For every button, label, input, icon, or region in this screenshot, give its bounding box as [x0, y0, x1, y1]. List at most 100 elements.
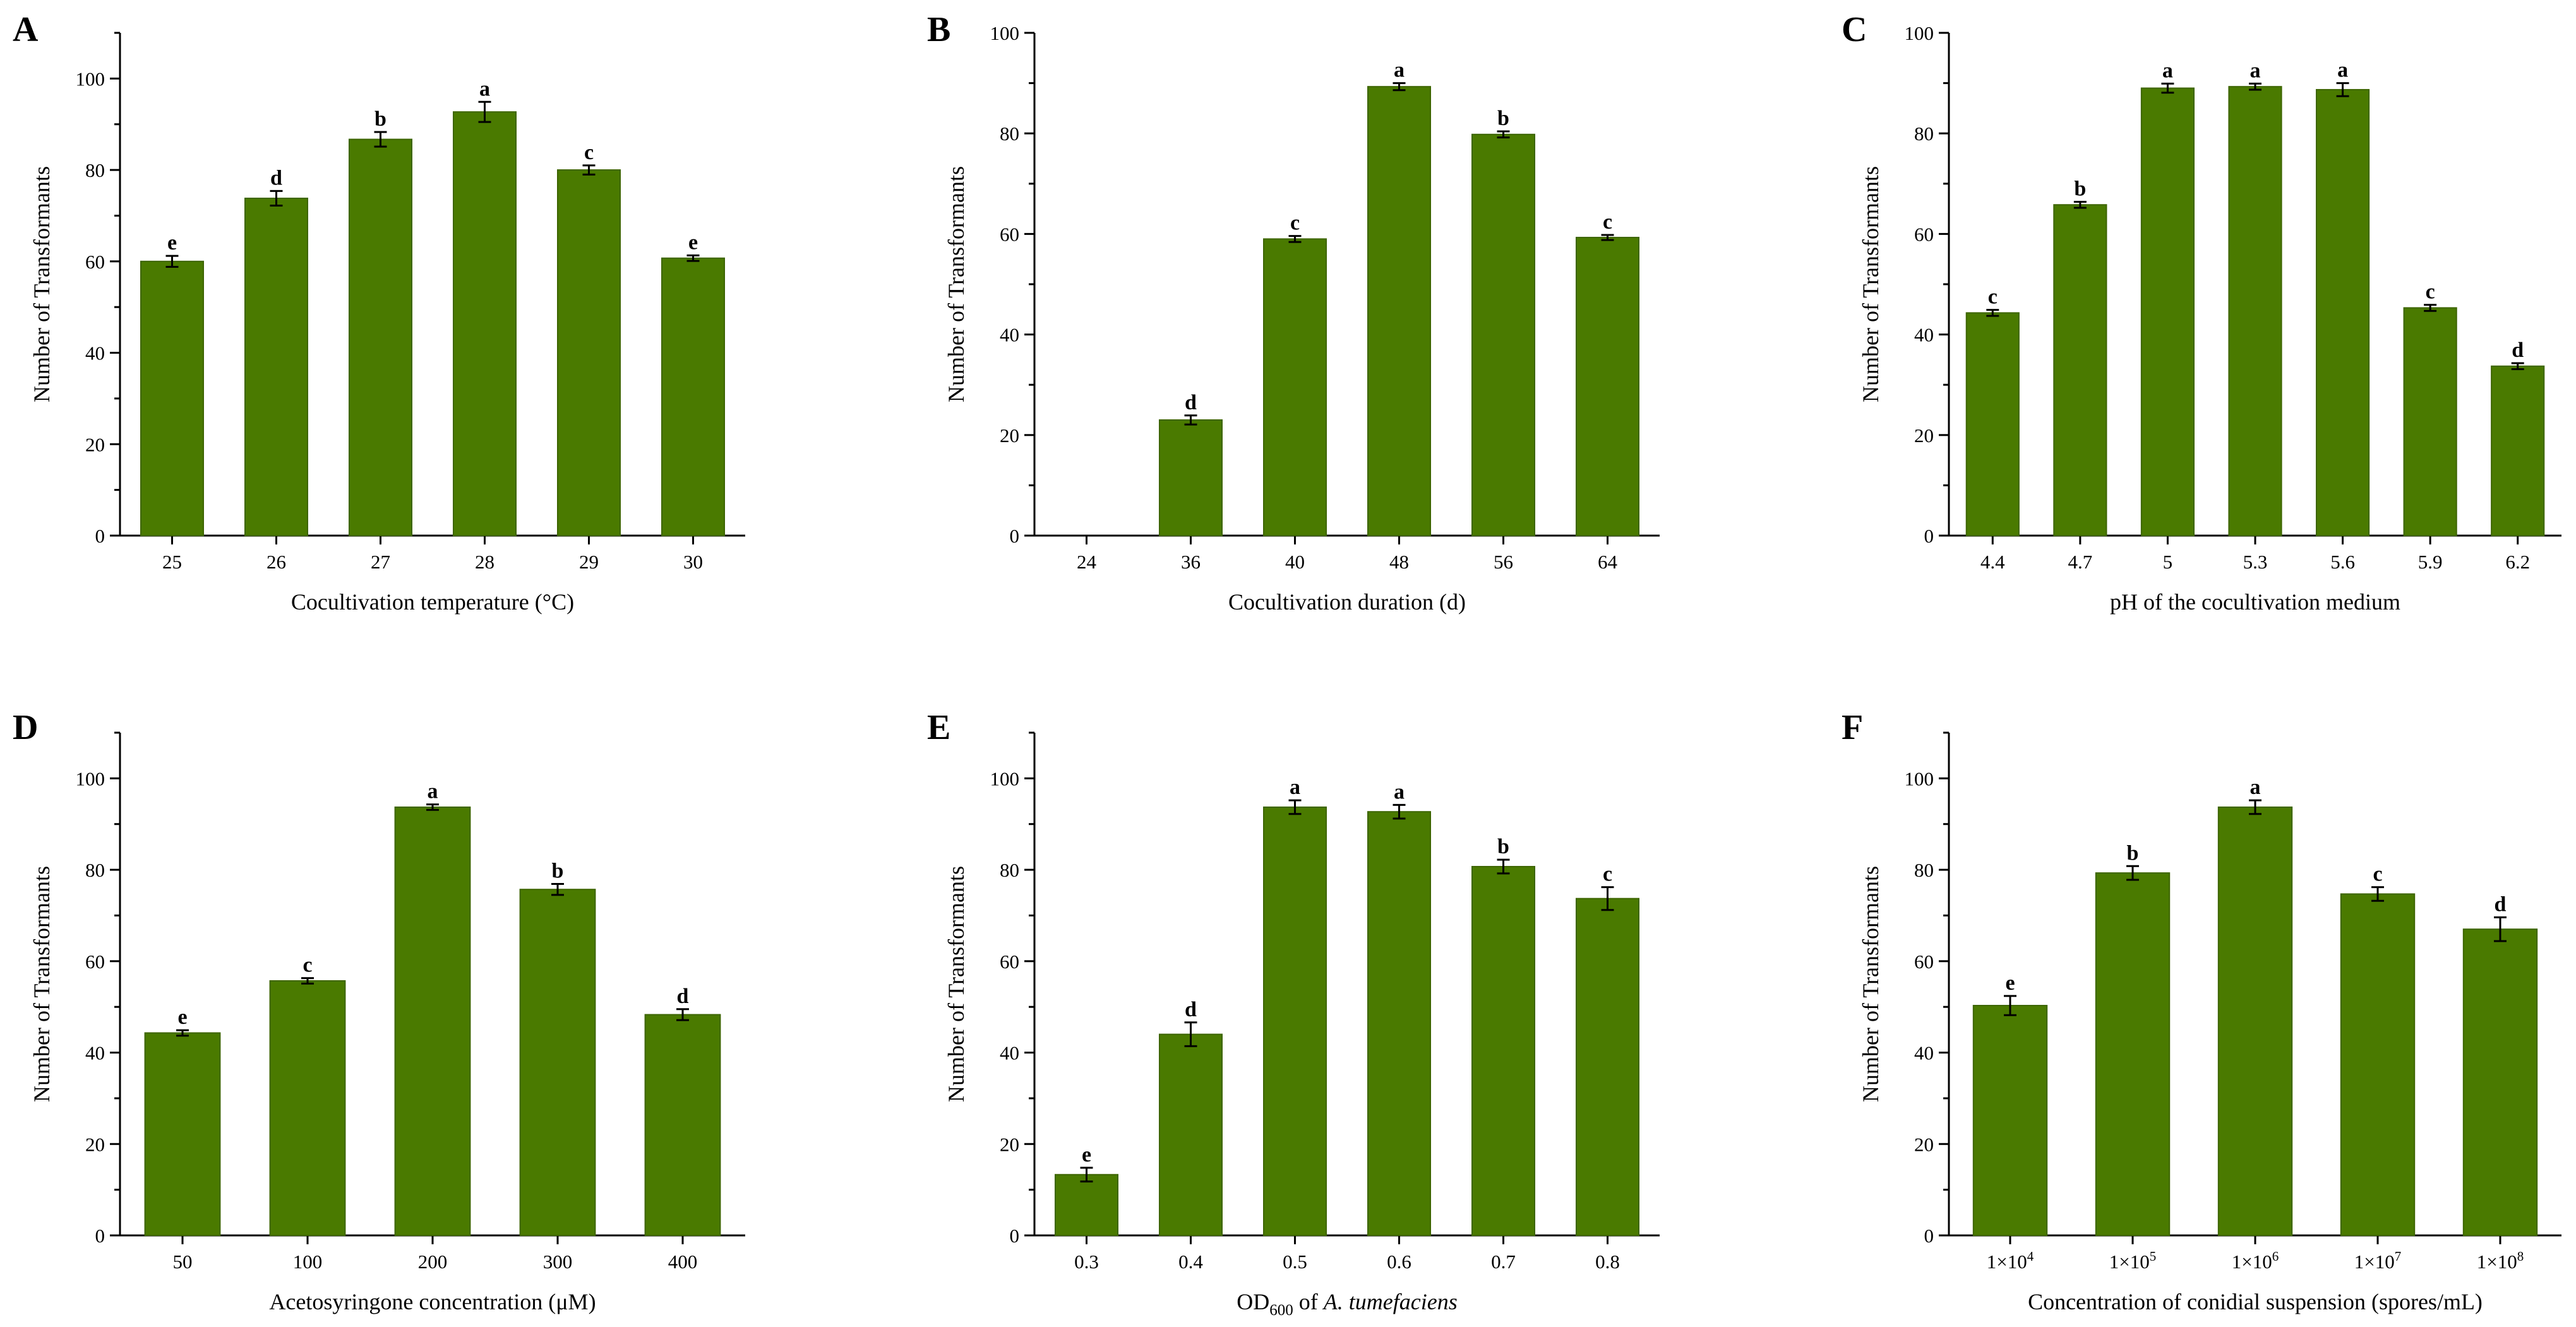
x-tick-label-C: 6.2 — [2505, 551, 2530, 573]
x-tick-label-D: 400 — [668, 1251, 698, 1273]
bar-B — [1576, 236, 1639, 536]
x-tick-label-B: 36 — [1181, 551, 1201, 573]
significance-letter-D: e — [177, 1006, 187, 1029]
bar-B — [1263, 238, 1327, 536]
significance-letter-F: a — [2250, 776, 2261, 799]
bar-D — [144, 1032, 221, 1236]
significance-letter-B: c — [1290, 212, 1300, 235]
bar-E — [1367, 811, 1431, 1236]
panel-B: B 0 20 40 60 80 100 24 d 36 c 40 a 48 b 56 c 64 Cocultiva… — [927, 10, 1660, 615]
significance-letter-E: a — [1290, 776, 1300, 799]
bar-C — [1965, 312, 2020, 536]
panel-D: D 0 20 40 60 80 100 e 50 c 100 a 200 b 300 d 400 Acetosy… — [13, 708, 745, 1314]
y-tick-label-A: 80 — [85, 159, 105, 181]
significance-letter-B: d — [1185, 391, 1197, 414]
bar-B — [1471, 133, 1535, 537]
significance-letter-D: d — [677, 985, 689, 1008]
tick-base: 1×10 — [1987, 1251, 2027, 1273]
x-tick-label-B: 24 — [1077, 551, 1097, 573]
x-tick-label-A: 27 — [371, 551, 390, 573]
y-tick-label-F: 100 — [1905, 767, 1934, 790]
significance-letter-A: a — [479, 77, 490, 100]
y-tick-label-C: 80 — [1914, 123, 1934, 145]
significance-letter-C: b — [2074, 177, 2086, 200]
y-tick-label-B: 80 — [1000, 123, 1019, 145]
panel-letter-C: C — [1842, 10, 1867, 49]
significance-letter-D: b — [552, 860, 564, 883]
x-tick-label-E: 0.6 — [1387, 1251, 1411, 1273]
significance-letter-F: b — [2127, 841, 2139, 865]
significance-letter-E: c — [1603, 863, 1612, 886]
y-tick-label-D: 100 — [76, 767, 105, 790]
bar-F — [1972, 1005, 2048, 1236]
y-tick-label-D: 60 — [85, 951, 105, 973]
bar-C — [2403, 307, 2457, 536]
x-axis-label-F: Concentration of conidial suspension (sp… — [2028, 1289, 2483, 1314]
y-tick-label-E: 0 — [1010, 1225, 1020, 1247]
x-tick-label-B: 40 — [1285, 551, 1305, 573]
bar-A — [557, 169, 621, 537]
significance-letter-C: c — [2426, 280, 2435, 304]
significance-letter-A: b — [374, 107, 386, 131]
x-tick-label-B: 48 — [1389, 551, 1409, 573]
y-tick-label-A: 40 — [85, 342, 105, 364]
x-tick-label-E: 0.7 — [1491, 1251, 1516, 1273]
x-tick-label-C: 5 — [2163, 551, 2173, 573]
panel-F: F 020406080100e1×104b1×105a1×106c1×107d1… — [1842, 708, 2561, 1314]
bar-D — [394, 806, 471, 1237]
x-tick-label-D: 300 — [543, 1251, 573, 1273]
label-part: OD — [1237, 1289, 1269, 1314]
y-tick-label-A: 60 — [85, 251, 105, 273]
tick-base: 1×10 — [2109, 1251, 2150, 1273]
significance-letter-C: a — [2337, 59, 2348, 82]
x-tick-label-A: 26 — [267, 551, 286, 573]
bar-A — [349, 138, 412, 536]
x-tick-label-D: 100 — [293, 1251, 323, 1273]
x-axis-label-E: OD600 of A. tumefaciens — [1237, 1289, 1457, 1319]
bar-B — [1159, 419, 1223, 536]
bar-C — [2228, 86, 2282, 536]
tick-exponent: 6 — [2272, 1249, 2279, 1264]
chart-E-plot: 0 20 40 60 80 100 e 0.3 d 0.4 a 0.5 a 0.6 b 0.7 c 0.8 OD60… — [944, 731, 1660, 1319]
significance-letter-A: c — [584, 141, 594, 164]
y-tick-label-C: 0 — [1924, 525, 1934, 547]
y-tick-label-E: 60 — [1000, 951, 1019, 973]
tick-exponent: 4 — [2027, 1249, 2034, 1264]
significance-letter-B: a — [1394, 59, 1405, 82]
tick-base: 1×10 — [2477, 1251, 2517, 1273]
chart-F-plot: 020406080100e1×104b1×105a1×106c1×107d1×1… — [1858, 731, 2561, 1314]
x-tick-label-F: 1×108 — [2477, 1249, 2524, 1273]
bar-E — [1055, 1174, 1118, 1236]
bar-A — [453, 111, 517, 536]
label-part: of — [1293, 1289, 1324, 1314]
significance-letter-F: c — [2373, 863, 2382, 886]
y-axis-label-C: Number of Transformants — [1858, 166, 1883, 402]
label-subscript: 600 — [1269, 1302, 1293, 1319]
significance-letter-C: a — [2250, 59, 2261, 82]
tick-base: 1×10 — [2354, 1251, 2395, 1273]
panel-A: A 0 20 40 60 80 100 e 25 d 26 b 27 a 28 c 29 e 30 Cocultiv… — [13, 10, 745, 615]
x-tick-label-F: 1×104 — [1987, 1249, 2034, 1273]
y-tick-label-F: 20 — [1914, 1133, 1934, 1155]
x-tick-label-C: 4.4 — [1980, 551, 2005, 573]
tick-exponent: 5 — [2150, 1249, 2157, 1264]
bar-A — [661, 257, 725, 536]
y-tick-label-A: 100 — [76, 68, 105, 90]
significance-letter-B: c — [1603, 210, 1612, 234]
chart-A-plot: 0 20 40 60 80 100 e 25 d 26 b 27 a 28 c 29 e 30 Cocultivat… — [29, 32, 745, 615]
y-tick-label-E: 40 — [1000, 1042, 1019, 1064]
y-tick-label-F: 80 — [1914, 859, 1934, 881]
panel-C: C 0 20 40 60 80 100 c 4.4 b 4.7 a 5 a 5.3 a 5.6 c 5.9 d 6.2… — [1842, 10, 2561, 615]
bar-C — [2140, 87, 2195, 536]
y-tick-label-B: 20 — [1000, 424, 1019, 447]
bar-C — [2316, 88, 2370, 536]
y-axis-label-F: Number of Transformants — [1858, 866, 1883, 1102]
y-tick-label-C: 40 — [1914, 324, 1934, 346]
x-tick-label-E: 0.5 — [1283, 1251, 1307, 1273]
x-axis-label-C: pH of the cocultivation medium — [2110, 589, 2400, 615]
y-tick-label-A: 20 — [85, 433, 105, 455]
label-italic: A. tumefaciens — [1322, 1289, 1458, 1314]
y-tick-label-E: 100 — [990, 767, 1020, 790]
y-axis-label-A: Number of Transformants — [29, 166, 54, 402]
x-axis-label-B: Cocultivation duration (d) — [1228, 589, 1466, 615]
